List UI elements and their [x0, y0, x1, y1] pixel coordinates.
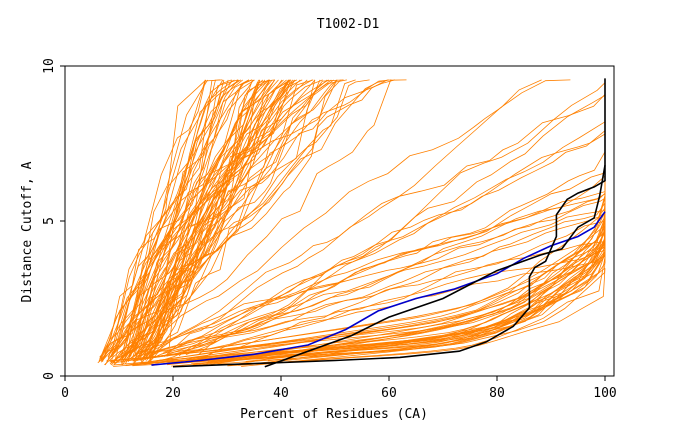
model-curve-98 [106, 79, 261, 362]
model-curve-109 [135, 79, 259, 361]
model-curve-96 [120, 79, 295, 364]
model-curve-77 [192, 197, 606, 366]
model-curve-102 [245, 188, 606, 362]
model-curve-123 [185, 79, 606, 356]
y-tick-label: 0 [42, 372, 57, 380]
model-curve-61 [138, 79, 606, 355]
model-curve-36 [148, 79, 342, 365]
model-curve-137 [128, 79, 233, 362]
highlighted-curve-2 [172, 78, 606, 368]
model-curve-106 [132, 211, 606, 362]
model-curve-138 [113, 143, 606, 362]
x-tick-label: 60 [381, 386, 397, 401]
model-curve-72 [134, 79, 542, 357]
model-curve-114 [109, 79, 338, 363]
x-tick-label: 0 [61, 386, 69, 401]
y-tick-label: 10 [42, 58, 57, 74]
highlighted-model-curves [151, 78, 606, 368]
model-curve-110 [132, 79, 313, 361]
model-curve-24 [127, 79, 388, 362]
x-tick-label: 20 [165, 386, 181, 401]
highlighted-curve-1 [151, 211, 606, 366]
model-curve-131 [113, 79, 606, 367]
model-curve-92 [163, 79, 606, 353]
model-curve-76 [149, 79, 289, 359]
model-curve-118 [103, 79, 250, 360]
model-curve-12 [140, 158, 606, 364]
model-curve-32 [147, 79, 314, 359]
x-tick-label: 80 [489, 386, 505, 401]
model-curve-83 [112, 79, 392, 364]
y-axis-ticks: 0 5 10 [42, 58, 65, 380]
model-curve-74 [134, 79, 287, 357]
x-tick-label: 40 [273, 386, 289, 401]
model-curve-50 [146, 79, 606, 360]
model-curve-122 [108, 79, 240, 360]
model-curve-73 [113, 226, 606, 364]
background-model-curves [97, 79, 606, 367]
model-curve-9 [157, 79, 606, 357]
model-curve-75 [139, 79, 295, 360]
model-curve-18 [124, 79, 606, 354]
model-curve-103 [167, 79, 606, 354]
model-curve-140 [141, 79, 316, 363]
model-curve-121 [146, 79, 316, 363]
model-curve-135 [110, 79, 221, 357]
model-curve-81 [149, 79, 356, 362]
model-curve-90 [141, 79, 301, 357]
chart-title: T1002-D1 [317, 17, 380, 32]
model-curve-130 [111, 243, 606, 366]
model-curve-82 [160, 79, 606, 362]
model-curve-85 [158, 211, 606, 363]
model-curve-97 [104, 79, 271, 366]
model-curve-8 [136, 79, 606, 357]
model-curve-132 [100, 79, 224, 359]
model-curve-49 [171, 227, 606, 367]
model-curve-56 [130, 79, 275, 357]
y-axis-label: Distance Cutoff, A [20, 161, 35, 302]
model-curve-115 [97, 79, 290, 364]
x-axis-ticks: 0 20 40 60 80 100 [61, 376, 617, 401]
model-curve-69 [101, 79, 370, 362]
model-curve-134 [121, 79, 338, 359]
model-curve-84 [198, 79, 606, 361]
model-curve-71 [182, 79, 606, 353]
model-curve-129 [132, 239, 606, 367]
model-curve-120 [128, 79, 308, 357]
y-tick-label: 5 [42, 217, 57, 225]
model-curve-38 [172, 79, 606, 364]
model-curve-127 [107, 79, 232, 359]
model-curve-89 [241, 229, 606, 367]
model-curve-104 [168, 225, 606, 363]
model-curve-133 [267, 170, 606, 362]
model-curve-86 [144, 79, 606, 356]
model-curve-6 [178, 79, 606, 357]
highlighted-curve-3 [264, 165, 606, 368]
model-curve-70 [160, 79, 606, 355]
x-tick-label: 100 [593, 386, 616, 401]
model-curve-124 [139, 133, 606, 364]
model-curve-139 [101, 79, 297, 361]
x-axis-label: Percent of Residues (CA) [240, 407, 428, 422]
